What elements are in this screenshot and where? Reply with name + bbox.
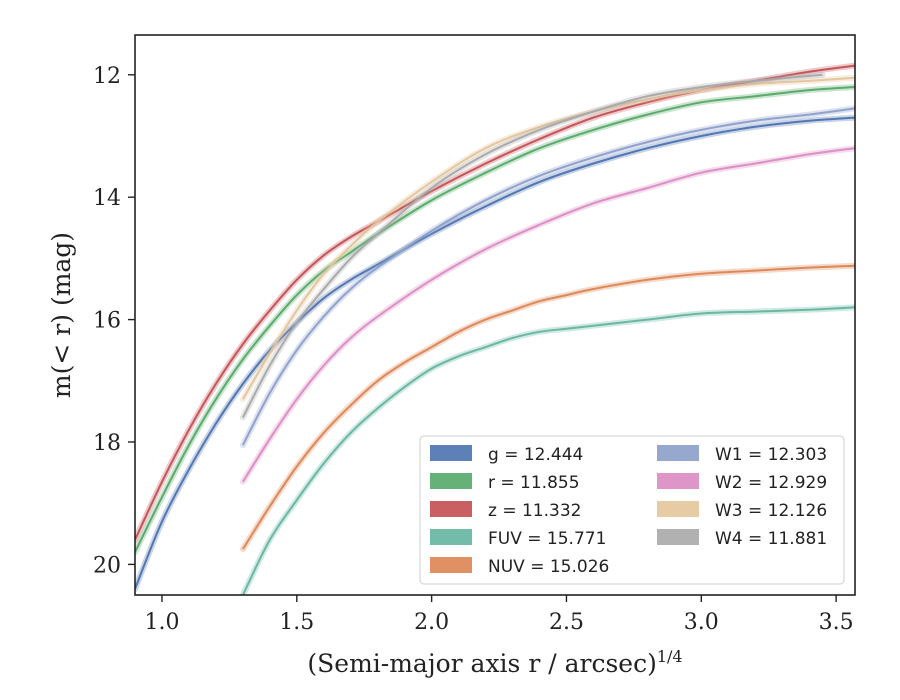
legend-label-W1: W1 = 12.303 (715, 445, 827, 465)
y-axis-title: m(< r) (mag) (47, 232, 76, 398)
y-tick-label: 14 (93, 186, 121, 211)
legend-label-NUV: NUV = 15.026 (488, 557, 609, 577)
series-line-g (135, 116, 855, 590)
series-layer (135, 62, 855, 595)
legend-label-W4: W4 = 11.881 (715, 529, 827, 549)
series-line-W1 (242, 107, 855, 446)
x-axis-title: (Semi-major axis r / arcsec)1/4 (307, 647, 682, 678)
legend-swatch-r (430, 473, 472, 489)
x-tick-label: 3.0 (684, 610, 719, 635)
series-band-W2 (239, 145, 855, 485)
x-axis-title-sup: 1/4 (657, 647, 683, 666)
y-ticks: 12 14 16 18 20 (93, 64, 135, 578)
legend-swatch-z (430, 501, 472, 517)
y-tick-label: 20 (93, 553, 121, 578)
x-axis-title-main: (Semi-major axis r / arcsec) (307, 649, 656, 678)
legend-label-W2: W2 = 12.929 (715, 473, 827, 493)
legend-label-g: g = 12.444 (488, 445, 583, 465)
legend-swatch-W2 (657, 473, 699, 489)
legend-swatch-FUV (430, 529, 472, 545)
series-line-NUV (242, 264, 855, 550)
x-ticks: 1.0 1.5 2.0 2.5 3.0 3.5 (144, 595, 854, 635)
y-tick-label: 16 (93, 309, 121, 334)
series-line-W2 (242, 147, 855, 483)
x-tick-label: 3.5 (819, 610, 854, 635)
x-tick-label: 1.0 (144, 610, 179, 635)
legend-swatch-W1 (657, 445, 699, 461)
legend-label-W3: W3 = 12.126 (715, 501, 827, 521)
y-tick-label: 18 (93, 431, 121, 456)
plot-frame (134, 34, 856, 596)
legend: g = 12.444 r = 11.855 z = 11.332 FUV = 15.7… (419, 435, 845, 585)
legend-swatch-W4 (657, 529, 699, 545)
series-line-FUV (242, 306, 855, 595)
legend-label-FUV: FUV = 15.771 (488, 529, 606, 549)
legend-swatch-NUV (430, 557, 472, 573)
legend-label-r: r = 11.855 (488, 473, 580, 493)
series-line-W4 (242, 73, 823, 418)
legend-label-z: z = 11.332 (488, 501, 581, 521)
x-tick-label: 2.5 (549, 610, 584, 635)
x-tick-label: 2.0 (414, 610, 449, 635)
y-tick-label: 12 (93, 64, 121, 89)
legend-box (419, 435, 845, 585)
x-tick-label: 1.5 (279, 610, 314, 635)
series-line-W3 (242, 76, 855, 400)
legend-swatch-W3 (657, 501, 699, 517)
legend-swatch-g (430, 445, 472, 461)
